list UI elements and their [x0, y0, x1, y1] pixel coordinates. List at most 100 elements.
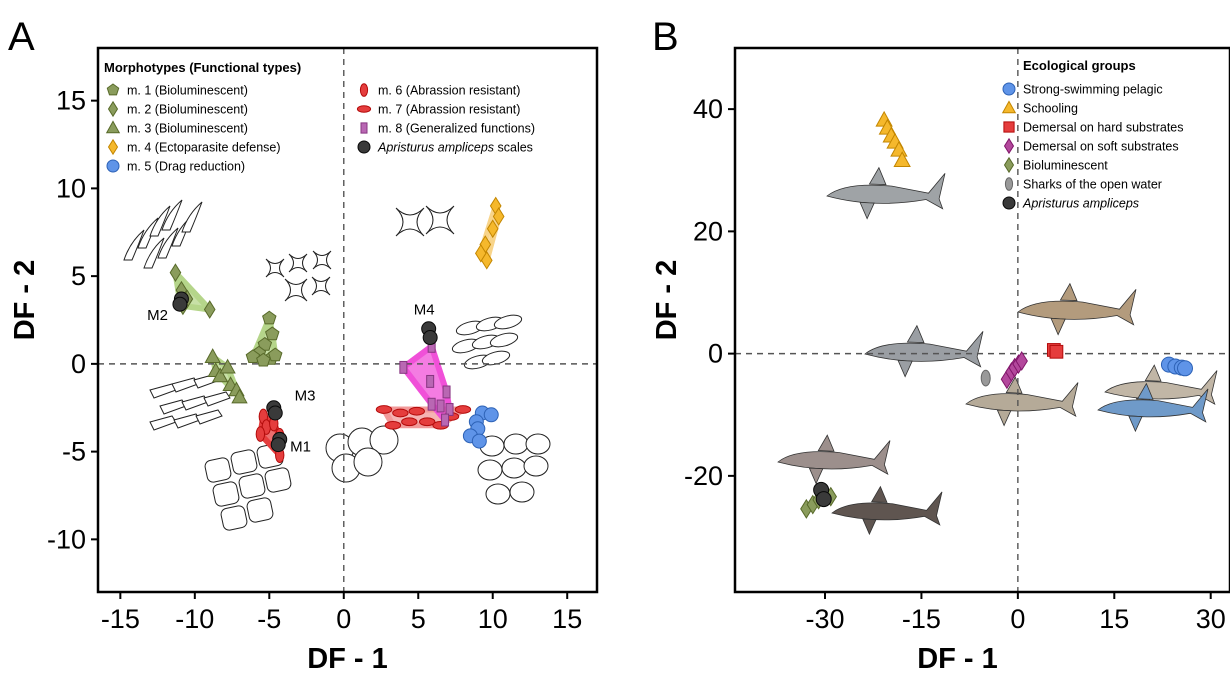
y-tick-label: 15	[56, 86, 86, 116]
denticle-ridge	[203, 391, 231, 407]
legend-label-bioluminescent: Bioluminescent	[1023, 159, 1108, 173]
denticle-blade	[181, 201, 203, 233]
bioluminescent-denticles-illustration	[123, 199, 203, 269]
panel-b-legend: Ecological groups Strong-swimming pelagi…	[1001, 58, 1184, 211]
data-point	[471, 433, 487, 449]
bioluminescent-shark-illustration-2	[831, 485, 943, 536]
series-m-1-bioluminescent	[245, 310, 283, 367]
legend-label-m-2-bioluminescent: m. 2 (Bioluminescent)	[127, 103, 248, 117]
series-demersal-on-soft-substrates	[1000, 351, 1028, 390]
legend-marker	[107, 100, 119, 118]
legend-label-schooling: Schooling	[1023, 102, 1078, 116]
data-point	[204, 348, 221, 363]
shark-pectoral-fin	[862, 518, 877, 536]
legend-marker	[1002, 196, 1016, 210]
shark-dorsal-fin	[1059, 282, 1078, 302]
panel-a-reference-lines	[98, 48, 597, 592]
y-tick-label: -20	[684, 461, 723, 491]
denticle-ridged	[485, 483, 511, 505]
shark-pectoral-fin	[808, 467, 824, 485]
denticle-blade	[157, 227, 179, 259]
data-point	[492, 207, 505, 226]
data-point	[267, 405, 283, 421]
panel-a-legend: Morphotypes (Functional types) m. 1 (Bio…	[104, 60, 535, 174]
y-tick-label: -5	[62, 437, 86, 467]
legend-label-demersal-on-soft-substrates: Demersal on soft substrates	[1023, 140, 1179, 154]
data-point	[436, 399, 445, 413]
panel-a-y-axis-title: DF - 2	[9, 260, 41, 341]
panel-a-scale-illustrations	[123, 199, 551, 531]
denticle-plate	[238, 473, 266, 499]
panel-b-ticks: -30 -15 0 15 30 40 20 0 -20	[684, 94, 1226, 634]
series-apristurus-ampliceps-scales	[172, 291, 438, 453]
legend-marker	[1004, 177, 1014, 191]
legend-marker	[357, 140, 371, 154]
data-point	[1049, 344, 1064, 359]
legend-label-apristurus-ampliceps: Apristurus ampliceps	[1022, 197, 1139, 211]
data-point	[1015, 351, 1028, 371]
legend-label-m-4-ectoparasite-defense: m. 4 (Ectoparasite defense)	[127, 141, 281, 155]
denticle-star	[265, 258, 285, 278]
data-point	[268, 347, 283, 362]
denticle-blade	[137, 217, 159, 249]
annotation-m3: M3	[295, 388, 316, 405]
legend-marker	[1003, 137, 1015, 155]
shark-dorsal-fin	[868, 166, 887, 186]
annotation-m1: M1	[290, 439, 311, 456]
x-tick-label: -5	[257, 604, 281, 634]
panel-a-letter: A	[8, 15, 35, 59]
shark-dorsal-fin	[817, 434, 835, 452]
series-strong-swimming-pelagic	[1160, 356, 1193, 377]
denticle-plate	[220, 505, 248, 531]
data-point	[399, 360, 408, 374]
denticle-scale	[493, 314, 523, 330]
data-point	[418, 417, 436, 427]
denticle-round	[369, 425, 399, 455]
data-point	[231, 388, 248, 404]
denticle-plate	[264, 467, 292, 493]
data-point	[219, 358, 236, 374]
pelagic-shark-illustration-2	[1097, 382, 1209, 433]
data-point	[255, 426, 266, 442]
panel-b: B -30 -15 0 15 30 40 20 0 -20 DF - 1 DF - 2 Ecol…	[651, 15, 1230, 673]
data-point	[211, 367, 229, 383]
denticle-plate	[212, 481, 240, 507]
legend-marker	[105, 120, 121, 134]
x-tick-label: -15	[902, 604, 941, 634]
demersal-hard-shark-illustration	[1017, 282, 1137, 336]
data-point	[169, 263, 182, 282]
shark-pectoral-fin	[897, 359, 913, 378]
data-point	[401, 417, 418, 427]
legend-label-sharks-of-the-open-water: Sharks of the open water	[1023, 178, 1162, 192]
x-tick-label: 0	[336, 604, 351, 634]
denticle-ridged	[503, 433, 529, 455]
denticle-blade	[161, 199, 183, 231]
data-point	[422, 330, 438, 346]
legend-marker	[1001, 100, 1017, 114]
denticle-blade	[123, 229, 145, 261]
shark-dorsal-fin	[870, 485, 888, 503]
legend-label-strong-swimming-pelagic: Strong-swimming pelagic	[1023, 83, 1163, 97]
data-point	[245, 349, 261, 364]
y-tick-label: 10	[56, 173, 86, 203]
denticle-ridge	[195, 409, 223, 425]
data-point	[265, 326, 280, 341]
star-denticles-illustration	[265, 250, 332, 302]
data-point	[441, 413, 450, 427]
drag-denticles-illustration	[149, 373, 231, 431]
series-sharks-of-the-open-water	[980, 369, 991, 387]
panel-b-plot-frame	[733, 46, 1230, 594]
series-m-3-bioluminescent	[204, 348, 248, 404]
abrasion-denticles-illustration	[204, 443, 292, 531]
x-tick-label: 15	[1099, 604, 1129, 634]
denticle-blade	[149, 205, 171, 237]
panel-b-points	[800, 110, 1193, 519]
legend-label-apristurus-ampliceps-scales: Apristurus ampliceps scales	[377, 141, 533, 155]
x-tick-label: 10	[478, 604, 508, 634]
x-tick-label: -15	[101, 604, 140, 634]
denticle-plate	[230, 449, 258, 475]
shark-body	[777, 440, 891, 475]
shark-dorsal-fin	[1136, 382, 1154, 400]
data-point	[815, 491, 832, 508]
legend-label-m-3-bioluminescent: m. 3 (Bioluminescent)	[127, 122, 248, 136]
